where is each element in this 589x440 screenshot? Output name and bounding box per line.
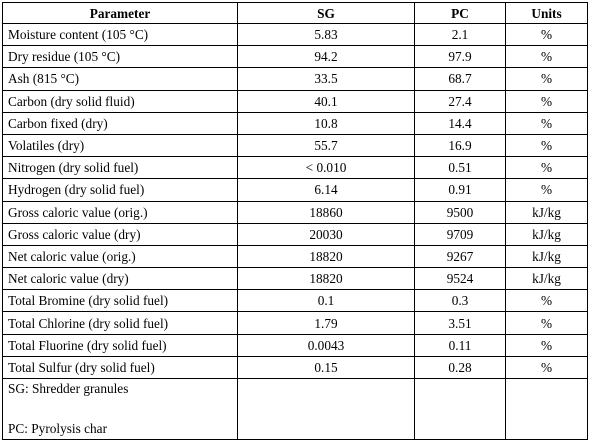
header-sg: SG xyxy=(237,2,415,24)
table-row: Carbon (dry solid fluid) 40.1 27.4% xyxy=(2,89,588,113)
table-row: Total Fluorine (dry solid fuel) 0.0043 0.1… xyxy=(2,333,588,357)
cell-notes-sg-empty xyxy=(237,378,415,440)
header-units: Units xyxy=(505,2,588,24)
table-row: Total Bromine (dry solid fuel) 0.1 0.3% xyxy=(2,289,588,313)
cell-parameter: Total Sulfur (dry solid fuel) xyxy=(2,355,238,380)
cell-sg: 0.15 xyxy=(237,355,415,380)
cell-sg: 40.1 xyxy=(237,89,415,113)
cell-sg: 55.7 xyxy=(237,133,415,158)
cell-pc: 0.3 xyxy=(414,289,506,313)
table-row: Total Chlorine (dry solid fuel) 1.79 3.51% xyxy=(2,311,588,335)
cell-notes-pc-empty xyxy=(414,378,506,440)
header-parameter: Parameter xyxy=(2,2,238,24)
cell-pc: 9500 xyxy=(414,200,506,224)
cell-units: % xyxy=(505,355,588,380)
cell-parameter: Nitrogen (dry solid fuel) xyxy=(2,156,238,180)
cell-parameter: Gross caloric value (orig.) xyxy=(2,200,238,224)
cell-pc: 0.28 xyxy=(414,355,506,380)
cell-units: % xyxy=(505,311,588,335)
cell-pc: 14.4 xyxy=(414,111,506,135)
table-row: Gross caloric value (dry) 20030 9709 kJ/kg xyxy=(2,222,588,246)
footnote: PC: Pyrolysis char xyxy=(8,421,107,436)
table-row: Total Sulfur (dry solid fuel) 0.15 0.28% xyxy=(2,355,588,380)
cell-parameter: Total Chlorine (dry solid fuel) xyxy=(2,311,238,335)
cell-units: % xyxy=(505,45,588,69)
cell-sg: 18860 xyxy=(237,200,415,224)
table-row: Moisture content (105 °C) 5.83 2.1% xyxy=(2,22,588,47)
header-pc: PC xyxy=(414,2,506,24)
cell-sg: 94.2 xyxy=(237,45,415,69)
cell-pc: 2.1 xyxy=(414,22,506,47)
cell-parameter: Total Fluorine (dry solid fuel) xyxy=(2,333,238,357)
cell-notes: SG: Shredder granules PC: Pyrolysis char xyxy=(2,378,238,440)
cell-parameter: Net caloric value (dry) xyxy=(2,267,238,291)
table-row: Nitrogen (dry solid fuel) < 0.010 0.51% xyxy=(2,156,588,180)
cell-sg: 0.1 xyxy=(237,289,415,313)
cell-pc: 68.7 xyxy=(414,67,506,91)
cell-sg: 5.83 xyxy=(237,22,415,47)
table-body: Moisture content (105 °C) 5.83 2.1% Dry res… xyxy=(2,22,588,440)
cell-sg: 0.0043 xyxy=(237,333,415,357)
cell-units: kJ/kg xyxy=(505,222,588,246)
footnote: SG: Shredder granules xyxy=(8,381,129,396)
table-row: Gross caloric value (orig.) 18860 9500 kJ/k… xyxy=(2,200,588,224)
cell-pc: 0.91 xyxy=(414,178,506,202)
cell-sg: 18820 xyxy=(237,267,415,291)
cell-sg: 18820 xyxy=(237,244,415,269)
cell-parameter: Hydrogen (dry solid fuel) xyxy=(2,178,238,202)
cell-sg: 20030 xyxy=(237,222,415,246)
cell-units: % xyxy=(505,133,588,158)
table-row: Ash (815 °C) 33.5 68.7% xyxy=(2,67,588,91)
table-row: Volatiles (dry) 55.7 16.9% xyxy=(2,133,588,158)
cell-pc: 3.51 xyxy=(414,311,506,335)
cell-units: % xyxy=(505,156,588,180)
table-header-row: Parameter SG PC Units xyxy=(2,2,588,24)
cell-units: % xyxy=(505,89,588,113)
cell-units: kJ/kg xyxy=(505,267,588,291)
note-spacer xyxy=(8,398,231,419)
table-row: Dry residue (105 °C) 94.2 97.9% xyxy=(2,45,588,69)
cell-pc: 9267 xyxy=(414,244,506,269)
cell-parameter: Carbon fixed (dry) xyxy=(2,111,238,135)
cell-units: % xyxy=(505,289,588,313)
cell-parameter: Total Bromine (dry solid fuel) xyxy=(2,289,238,313)
cell-units: % xyxy=(505,111,588,135)
cell-notes-units-empty xyxy=(505,378,588,440)
cell-pc: 97.9 xyxy=(414,45,506,69)
table-row: Carbon fixed (dry) 10.8 14.4% xyxy=(2,111,588,135)
cell-parameter: Carbon (dry solid fluid) xyxy=(2,89,238,113)
cell-pc: 16.9 xyxy=(414,133,506,158)
cell-pc: 9709 xyxy=(414,222,506,246)
cell-parameter: Dry residue (105 °C) xyxy=(2,45,238,69)
table-row: Hydrogen (dry solid fuel) 6.14 0.91% xyxy=(2,178,588,202)
cell-pc: 9524 xyxy=(414,267,506,291)
cell-sg: 33.5 xyxy=(237,67,415,91)
cell-units: % xyxy=(505,67,588,91)
cell-parameter: Ash (815 °C) xyxy=(2,67,238,91)
table-row: Net caloric value (dry) 18820 9524 kJ/kg xyxy=(2,267,588,291)
cell-pc: 0.11 xyxy=(414,333,506,357)
cell-sg: 6.14 xyxy=(237,178,415,202)
cell-units: % xyxy=(505,333,588,357)
cell-parameter: Net caloric value (orig.) xyxy=(2,244,238,269)
cell-sg: 10.8 xyxy=(237,111,415,135)
table-row: Net caloric value (orig.) 18820 9267 kJ/kg xyxy=(2,244,588,269)
cell-pc: 27.4 xyxy=(414,89,506,113)
cell-units: % xyxy=(505,178,588,202)
cell-parameter: Moisture content (105 °C) xyxy=(2,22,238,47)
cell-units: kJ/kg xyxy=(505,244,588,269)
cell-parameter: Gross caloric value (dry) xyxy=(2,222,238,246)
cell-pc: 0.51 xyxy=(414,156,506,180)
cell-sg: < 0.010 xyxy=(237,156,415,180)
cell-sg: 1.79 xyxy=(237,311,415,335)
table-notes-row: SG: Shredder granules PC: Pyrolysis char xyxy=(2,378,588,440)
cell-units: kJ/kg xyxy=(505,200,588,224)
cell-units: % xyxy=(505,22,588,47)
cell-parameter: Volatiles (dry) xyxy=(2,133,238,158)
